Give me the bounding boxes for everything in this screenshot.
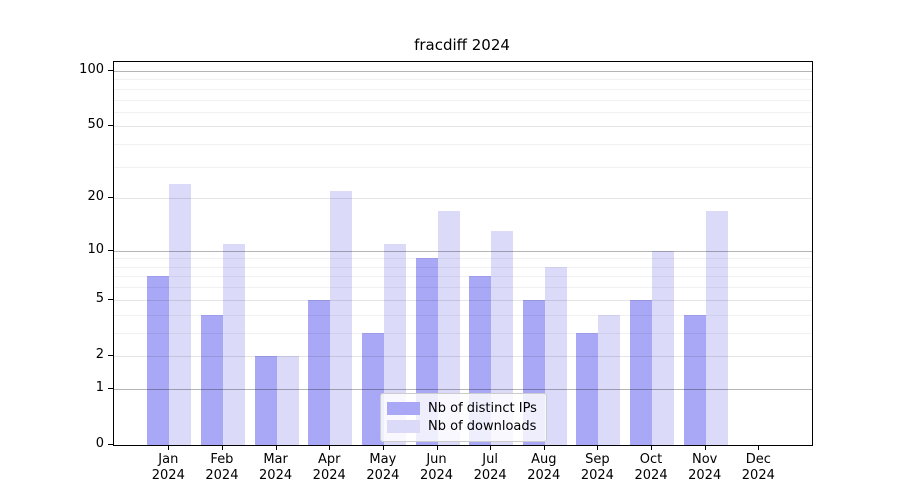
gridline-minor	[114, 332, 812, 334]
x-tick-mark-sep	[597, 445, 599, 450]
x-tick-label-jul: Jul 2024	[473, 452, 507, 483]
gridline-20	[114, 198, 812, 200]
bar-nov-downloads	[705, 210, 728, 445]
legend-label-0: Nb of distinct IPs	[428, 401, 537, 416]
gridline-minor	[114, 111, 812, 113]
bar-oct-downloads	[652, 250, 675, 445]
bar-apr-ips	[308, 299, 331, 445]
x-tick-label-aug: Aug 2024	[527, 452, 561, 483]
bar-aug-downloads	[544, 266, 567, 445]
gridline-minor	[114, 258, 812, 260]
x-tick-label-oct: Oct 2024	[634, 452, 668, 483]
x-tick-mark-oct	[651, 445, 653, 450]
legend-swatch-0	[387, 402, 420, 415]
bar-nov-ips	[683, 314, 706, 445]
x-tick-label-jan: Jan 2024	[151, 452, 185, 483]
gridline-5	[114, 299, 812, 301]
y-tick-label-100: 100	[79, 62, 104, 77]
y-tick-mark-5	[108, 298, 113, 300]
legend: Nb of distinct IPs Nb of downloads	[380, 393, 547, 442]
x-tick-mark-mar	[275, 445, 277, 450]
x-tick-mark-aug	[543, 445, 545, 450]
y-tick-label-20: 20	[87, 189, 104, 205]
gridline-10	[114, 250, 812, 252]
y-tick-label-10: 10	[87, 241, 104, 257]
y-tick-mark-2	[108, 354, 113, 356]
x-tick-label-apr: Apr 2024	[312, 452, 346, 483]
bar-mar-ips	[254, 355, 277, 445]
x-tick-label-dec: Dec 2024	[741, 452, 775, 483]
x-tick-mark-may	[382, 445, 384, 450]
x-tick-mark-dec	[758, 445, 760, 450]
x-tick-mark-nov	[704, 445, 706, 450]
gridline-2	[114, 355, 812, 357]
y-tick-label-2: 2	[95, 346, 104, 362]
bar-oct-ips	[630, 299, 653, 445]
y-tick-mark-100	[108, 70, 113, 71]
gridline-minor	[114, 88, 812, 90]
chart-title: fracdiff 2024	[414, 36, 510, 54]
y-tick-mark-10	[108, 249, 113, 251]
x-tick-mark-jun	[436, 445, 438, 450]
legend-label-1: Nb of downloads	[428, 419, 537, 434]
x-tick-label-mar: Mar 2024	[259, 452, 293, 483]
gridline-50	[114, 126, 812, 128]
bar-feb-ips	[200, 314, 223, 445]
x-tick-label-nov: Nov 2024	[688, 452, 722, 483]
bar-jan-ips	[147, 276, 170, 445]
y-tick-label-50: 50	[87, 117, 104, 133]
bar-jun-downloads	[437, 210, 460, 445]
y-tick-label-5: 5	[95, 290, 104, 306]
bar-feb-downloads	[222, 243, 245, 445]
gridline-minor	[114, 144, 812, 146]
gridline-minor	[114, 99, 812, 101]
bar-jul-downloads	[491, 231, 514, 445]
y-tick-mark-50	[108, 125, 113, 127]
y-tick-mark-20	[108, 197, 113, 199]
y-tick-label-0: 0	[95, 436, 104, 451]
x-tick-mark-feb	[221, 445, 223, 450]
x-tick-label-sep: Sep 2024	[580, 452, 614, 483]
x-tick-label-may: May 2024	[366, 452, 400, 483]
gridline-1	[114, 388, 812, 390]
gridline-minor	[114, 79, 812, 81]
legend-swatch-1	[387, 420, 420, 433]
y-tick-mark-1	[108, 387, 113, 389]
y-tick-label-1: 1	[95, 379, 104, 395]
bar-mar-downloads	[276, 355, 299, 445]
gridline-minor	[114, 166, 812, 168]
x-tick-mark-jul	[490, 445, 492, 450]
gridline-minor	[114, 314, 812, 316]
legend-item-1: Nb of downloads	[387, 418, 537, 435]
x-tick-label-jun: Jun 2024	[419, 452, 454, 483]
x-tick-mark-apr	[329, 445, 331, 450]
x-tick-mark-jan	[168, 445, 170, 450]
gridline-100	[114, 71, 812, 72]
bar-sep-downloads	[598, 314, 621, 445]
bar-jan-downloads	[169, 184, 192, 445]
y-tick-mark-0	[108, 444, 113, 445]
gridline-minor	[114, 266, 812, 268]
legend-item-0: Nb of distinct IPs	[387, 400, 537, 417]
bar-may-ips	[361, 332, 384, 445]
gridline-minor	[114, 276, 812, 278]
gridline-minor	[114, 287, 812, 289]
x-tick-label-feb: Feb 2024	[205, 452, 239, 483]
bar-apr-downloads	[330, 190, 353, 445]
plot-area: Nb of distinct IPs Nb of downloads	[113, 61, 813, 446]
bar-sep-ips	[576, 332, 599, 445]
